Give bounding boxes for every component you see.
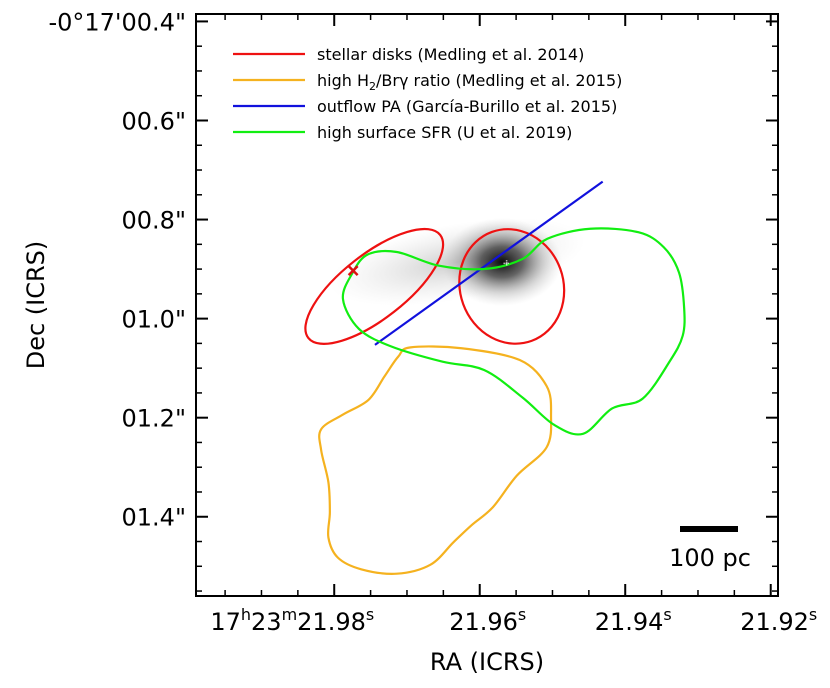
y-tick-label: 01.2" <box>122 405 186 433</box>
legend-label-0: stellar disks (Medling et al. 2014) <box>317 45 584 64</box>
y-tick-label: 00.6" <box>122 107 186 135</box>
series-stellar-disk-small <box>458 228 566 345</box>
emission-core <box>442 218 562 306</box>
emission-image <box>328 218 586 306</box>
x-tick-label: 21.94s <box>595 605 672 636</box>
x-tick-label: 21.92s <box>740 605 817 636</box>
series-outflow-pa <box>374 180 604 346</box>
y-axis-title: Dec (ICRS) <box>22 241 50 370</box>
y-tick-label: -0°17'00.4" <box>48 8 186 36</box>
plot-frame <box>195 13 779 597</box>
legend-label-1: high H2/Brγ ratio (Medling et al. 2015) <box>317 71 622 93</box>
legend-label-3: high surface SFR (U et al. 2019) <box>317 123 572 142</box>
series-high-h2-brg-ratio <box>318 345 553 575</box>
y-tick-label: 01.0" <box>122 306 186 334</box>
series-stellar-disk-large <box>304 227 445 345</box>
data-layer <box>304 180 686 575</box>
x-tick-label: 17h23m21.98s <box>210 605 374 636</box>
x-axis-title: RA (ICRS) <box>430 648 544 676</box>
y-tick-label: 01.4" <box>122 504 186 532</box>
scale-bar-label: 100 pc <box>669 544 751 572</box>
legend-label-2: outflow PA (García-Burillo et al. 2015) <box>317 97 617 116</box>
marker-cross-stroke-b <box>347 265 359 277</box>
series-high-surface-sfr <box>341 227 686 436</box>
ticks-layer: -0°17'00.4" 00.6" 00.8" 01.0" 01.2" 01.4" 17h2… <box>48 8 817 636</box>
marker-cross <box>347 265 359 277</box>
legend: stellar disks (Medling et al. 2014) high … <box>233 45 622 142</box>
y-tick-label: 00.8" <box>122 207 186 235</box>
marker-nucleus <box>503 260 510 267</box>
x-tick-label: 21.96s <box>449 605 526 636</box>
